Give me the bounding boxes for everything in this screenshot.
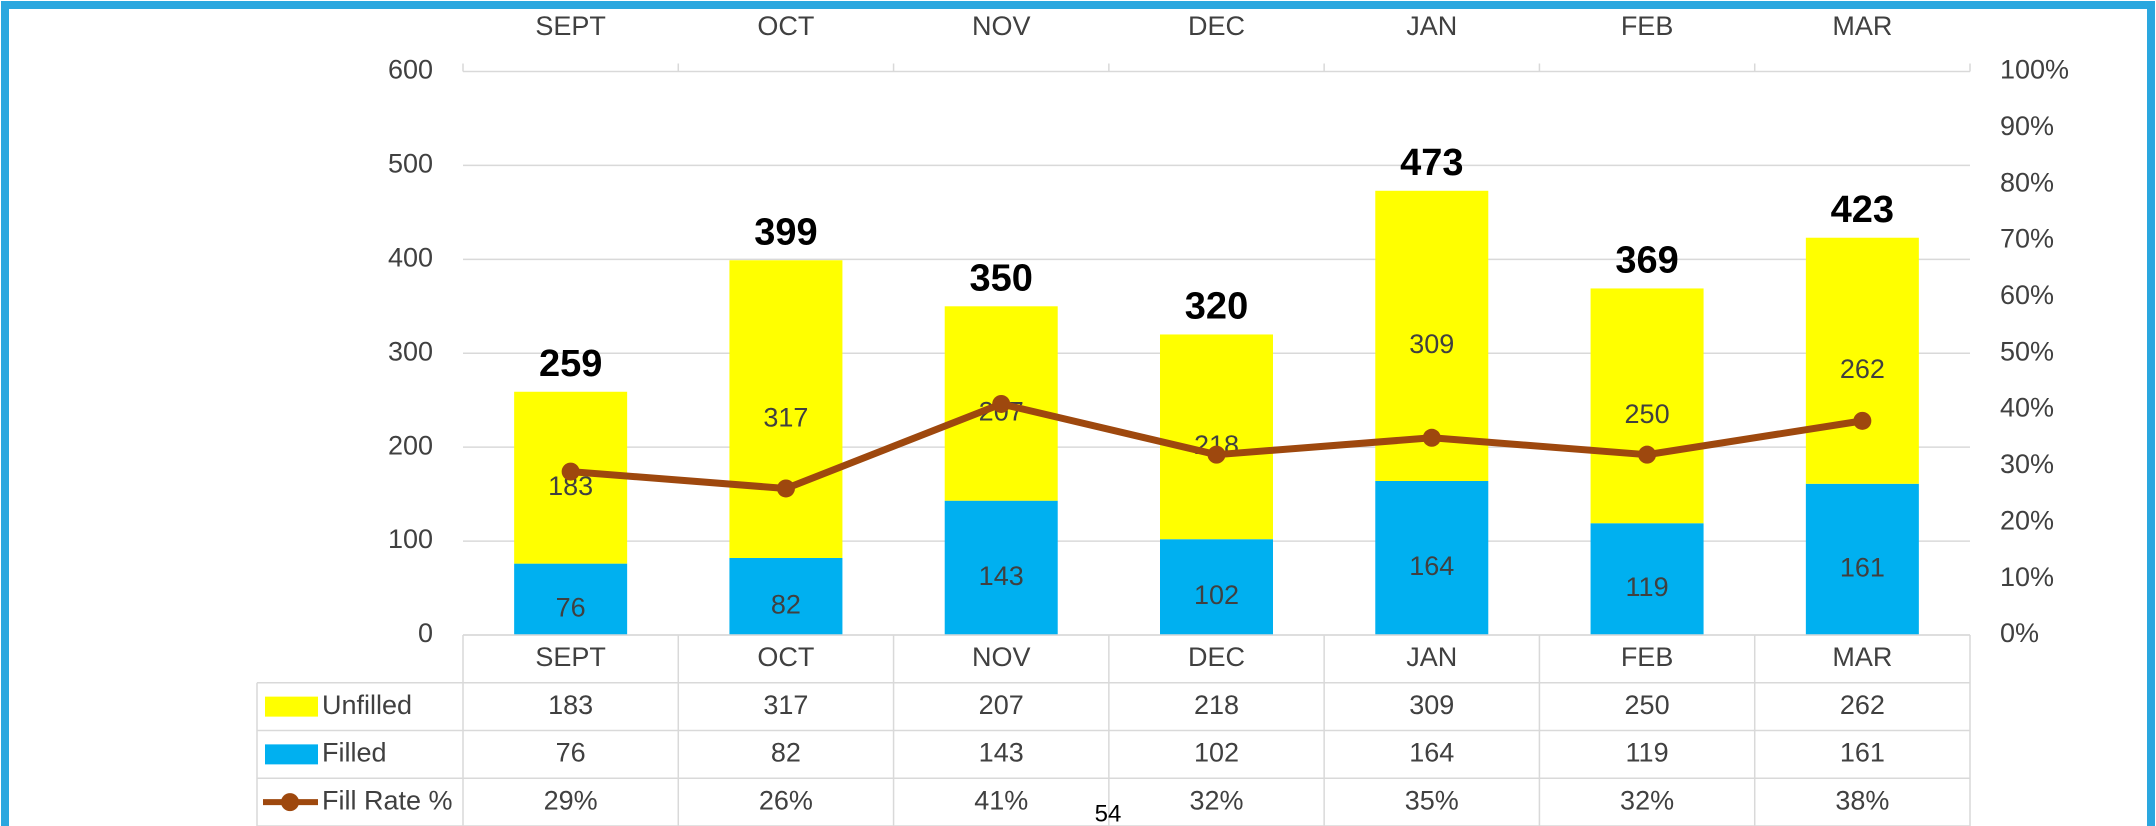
y2-tick-label: 90%: [2000, 111, 2054, 141]
y-tick-label: 0: [418, 618, 433, 648]
top-category-label: JAN: [1406, 11, 1457, 41]
total-label: 320: [1185, 285, 1248, 327]
table-header: DEC: [1188, 642, 1245, 672]
y-tick-label: 600: [388, 55, 433, 85]
bar-value-label: 76: [556, 592, 586, 622]
y2-tick-label: 50%: [2000, 336, 2054, 366]
bar-segment: [514, 563, 628, 635]
table-cell: 207: [979, 690, 1024, 720]
table-cell: 38%: [1835, 785, 1889, 815]
legend-swatch: [265, 744, 318, 765]
y2-tick-label: 20%: [2000, 505, 2054, 535]
table-header: MAR: [1832, 642, 1892, 672]
table-cell: 29%: [544, 785, 598, 815]
table-header: NOV: [972, 642, 1031, 672]
table-cell: 119: [1626, 738, 1669, 768]
total-label: 473: [1400, 142, 1463, 184]
top-category-label: SEPT: [535, 11, 606, 41]
y-tick-label: 100: [388, 524, 433, 554]
table-cell: 218: [1194, 690, 1239, 720]
table-cell: 250: [1625, 690, 1670, 720]
table-cell: 35%: [1405, 785, 1459, 815]
top-category-label: NOV: [972, 11, 1031, 41]
fill-rate-marker: [776, 479, 795, 498]
total-label: 350: [970, 257, 1033, 299]
y2-tick-label: 30%: [2000, 449, 2054, 479]
table-cell: 26%: [759, 785, 813, 815]
total-label: 259: [539, 343, 602, 385]
bar-segment: [1590, 288, 1704, 524]
bar-value-label: 309: [1409, 329, 1454, 359]
table-header: FEB: [1621, 642, 1674, 672]
bar-segment: [1375, 480, 1489, 635]
table-cell: 317: [763, 690, 808, 720]
bar-value-label: 82: [771, 590, 801, 620]
bar-value-label: 143: [979, 561, 1024, 591]
y-tick-label: 400: [388, 242, 433, 272]
bar-segment: [1805, 237, 1919, 484]
legend-swatch: [281, 793, 299, 812]
bar-value-label: 250: [1625, 399, 1670, 429]
fill-rate-marker: [1853, 411, 1872, 430]
total-label: 369: [1615, 239, 1678, 281]
table-cell: 161: [1840, 738, 1885, 768]
y2-tick-label: 80%: [2000, 167, 2054, 197]
table-cell: 32%: [1189, 785, 1243, 815]
table-cell: 262: [1840, 690, 1885, 720]
bar-segment: [1805, 483, 1919, 635]
table-cell: 32%: [1620, 785, 1674, 815]
table-cell: 41%: [974, 785, 1028, 815]
y-tick-label: 300: [388, 336, 433, 366]
bar-segment: [944, 500, 1058, 635]
table-header: OCT: [757, 642, 814, 672]
bar-segment: [1590, 523, 1704, 635]
legend-label: Fill Rate %: [322, 785, 453, 815]
table-cell: 82: [771, 738, 801, 768]
bar-value-label: 164: [1409, 551, 1454, 581]
total-label: 423: [1831, 189, 1894, 231]
y-tick-label: 500: [388, 149, 433, 179]
bar-segment: [729, 557, 843, 635]
legend-swatch: [265, 696, 318, 717]
top-category-label: FEB: [1621, 11, 1674, 41]
fill-rate-marker: [1422, 428, 1441, 447]
legend-label: Filled: [322, 738, 387, 768]
top-category-label: MAR: [1832, 11, 1892, 41]
y2-tick-label: 60%: [2000, 280, 2054, 310]
y-tick-label: 200: [388, 430, 433, 460]
fill-rate-marker: [992, 394, 1011, 413]
total-label: 399: [754, 211, 817, 253]
y2-tick-label: 0%: [2000, 618, 2039, 648]
table-header: JAN: [1406, 642, 1457, 672]
table-header: SEPT: [535, 642, 606, 672]
fill-rate-marker: [1638, 445, 1657, 464]
bar-value-label: 119: [1626, 572, 1669, 602]
bar-segment: [1160, 334, 1273, 540]
table-cell: 183: [548, 690, 593, 720]
table-cell: 164: [1409, 738, 1454, 768]
legend-label: Unfilled: [322, 690, 412, 720]
fill-rate-marker: [1207, 445, 1226, 464]
y2-tick-label: 40%: [2000, 393, 2054, 423]
table-cell: 309: [1409, 690, 1454, 720]
table-cell: 143: [979, 738, 1024, 768]
y2-tick-label: 100%: [2000, 55, 2069, 85]
bar-value-label: 161: [1840, 553, 1885, 583]
y2-tick-label: 10%: [2000, 562, 2054, 592]
table-cell: 102: [1194, 738, 1239, 768]
table-cell: 76: [556, 738, 586, 768]
fill-rate-marker: [561, 462, 580, 481]
bar-value-label: 262: [1840, 354, 1885, 384]
page-number: 54: [1095, 800, 1122, 826]
bar-value-label: 317: [763, 402, 808, 432]
bar-value-label: 102: [1194, 580, 1239, 610]
top-category-label: DEC: [1188, 11, 1245, 41]
bar-segment: [729, 260, 843, 558]
bar-segment: [1160, 539, 1273, 635]
top-category-label: OCT: [757, 11, 814, 41]
y2-tick-label: 70%: [2000, 224, 2054, 254]
